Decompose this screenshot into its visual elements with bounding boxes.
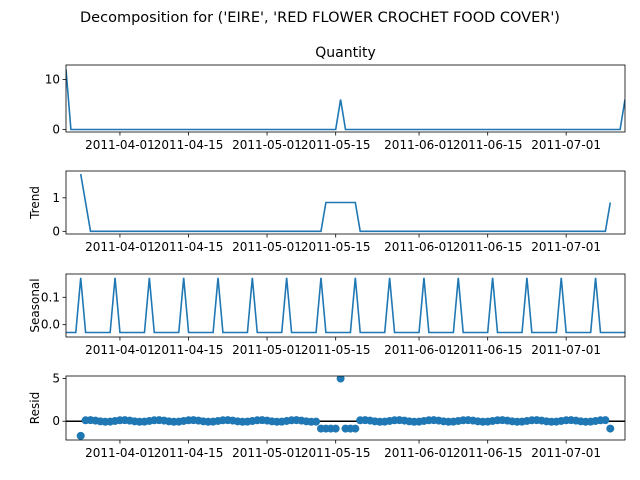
resid-point: [606, 424, 615, 433]
x-tick-label: 2011-05-01: [232, 240, 302, 254]
x-tick-label: 2011-05-15: [301, 138, 371, 152]
figure-suptitle: Decomposition for ('EIRE', 'RED FLOWER C…: [80, 10, 560, 26]
x-tick-label: 2011-06-15: [453, 343, 523, 357]
x-tick-label: 2011-07-01: [531, 446, 601, 460]
x-tick-label: 2011-05-15: [301, 343, 371, 357]
plot-area: [79, 173, 612, 233]
x-tick-label: 2011-07-01: [531, 138, 601, 152]
resid-point: [76, 431, 85, 440]
axes-frame: [65, 64, 626, 133]
y-axis-label: Seasonal: [28, 278, 42, 332]
series-line: [66, 277, 625, 334]
x-tick-label: 2011-06-15: [453, 138, 523, 152]
x-tick-label: 2011-06-01: [384, 138, 454, 152]
x-tick-label: 2011-05-01: [232, 343, 302, 357]
resid-point: [331, 424, 340, 433]
y-tick-label: 1: [52, 191, 60, 205]
x-tick-label: 2011-05-15: [301, 446, 371, 460]
y-tick-label: 5: [52, 372, 60, 386]
plot-area: [66, 69, 625, 131]
y-tick-label: 0: [52, 224, 60, 238]
x-tick-label: 2011-04-15: [154, 343, 224, 357]
x-tick-label: 2011-05-01: [232, 446, 302, 460]
x-tick-label: 2011-05-15: [301, 240, 371, 254]
axes-frame: [65, 170, 626, 235]
x-tick-label: 2011-04-01: [85, 138, 155, 152]
resid-point: [336, 376, 345, 383]
x-tick-label: 2011-06-15: [453, 446, 523, 460]
x-tick-label: 2011-04-01: [85, 240, 155, 254]
panel-title: Quantity: [315, 45, 376, 61]
x-tick-label: 2011-06-01: [384, 446, 454, 460]
x-tick-label: 2011-06-01: [384, 343, 454, 357]
x-tick-label: 2011-07-01: [531, 240, 601, 254]
x-tick-label: 2011-06-15: [453, 240, 523, 254]
plot-area: [66, 277, 625, 334]
resid-point: [351, 424, 360, 433]
y-tick-label: 10: [45, 73, 60, 87]
plot-area: [66, 376, 625, 440]
x-tick-label: 2011-06-01: [384, 240, 454, 254]
y-axis-label: Trend: [28, 186, 42, 220]
x-tick-label: 2011-04-15: [154, 138, 224, 152]
x-tick-label: 2011-04-01: [85, 343, 155, 357]
resid-point: [601, 416, 610, 425]
x-tick-label: 2011-04-15: [154, 240, 224, 254]
y-tick-label: 0: [52, 123, 60, 137]
y-tick-label: 0.1: [41, 290, 60, 304]
y-tick-label: 0: [52, 414, 60, 428]
x-tick-label: 2011-05-01: [232, 138, 302, 152]
resid-point: [312, 417, 321, 426]
x-tick-label: 2011-04-01: [85, 446, 155, 460]
axes-frame: [65, 375, 626, 441]
x-tick-label: 2011-07-01: [531, 343, 601, 357]
axes-frame: [65, 273, 626, 338]
series-line: [66, 69, 625, 131]
series-line: [79, 173, 612, 233]
y-axis-label: Resid: [28, 392, 42, 424]
x-tick-label: 2011-04-15: [154, 446, 224, 460]
y-tick-label: 0.0: [41, 318, 60, 332]
